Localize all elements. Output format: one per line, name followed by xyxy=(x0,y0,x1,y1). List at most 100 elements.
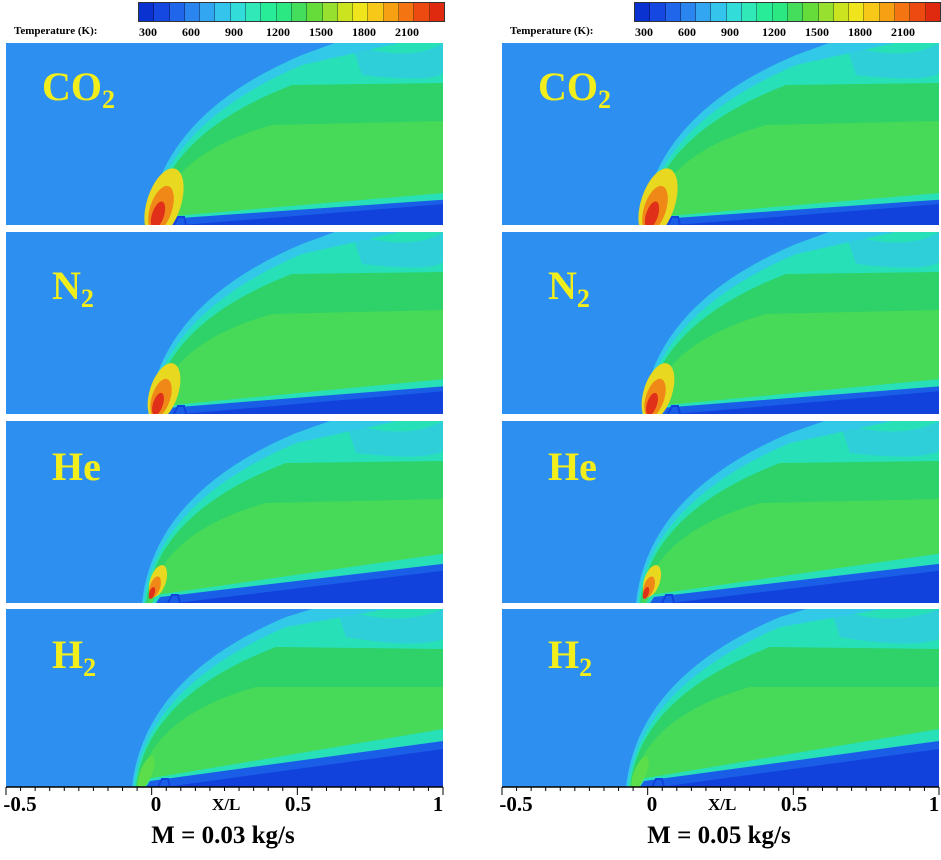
x-tick-label: 0 xyxy=(150,792,162,816)
hot-spot-outer xyxy=(631,756,649,787)
colorbar-swatch xyxy=(650,3,666,21)
colorbar-swatch xyxy=(429,3,444,21)
column-right: Temperature (K): 300 600 900 1200 1500 1800 21… xyxy=(496,0,941,860)
colorbar-swatch xyxy=(635,3,651,21)
gas-name: N xyxy=(52,263,81,308)
panel-h2: H2 xyxy=(502,609,939,787)
gas-label: He xyxy=(548,447,597,493)
colorbar-strip xyxy=(138,2,445,22)
colorbar-swatch xyxy=(399,3,415,21)
upper-plume xyxy=(846,232,939,268)
colorbar-swatch xyxy=(307,3,323,21)
injector-step xyxy=(667,216,681,225)
colorbar-tick-label: 900 xyxy=(721,25,739,39)
gas-label: N2 xyxy=(52,266,94,312)
x-tick-label: -0.5 xyxy=(499,792,533,816)
colorbar-strip xyxy=(634,2,941,22)
colorbar-swatch xyxy=(696,3,712,21)
colorbar-tick-label: 600 xyxy=(182,25,200,39)
colorbar-swatch xyxy=(726,3,743,21)
gas-name: He xyxy=(548,444,597,489)
gas-label: CO2 xyxy=(42,67,115,113)
x-axis-label: X/L xyxy=(212,795,241,814)
gas-label: CO2 xyxy=(538,67,611,113)
case-label: M = 0.03 kg/s xyxy=(151,822,295,849)
temperature-field xyxy=(502,609,939,787)
colorbar-tick-label: 1500 xyxy=(805,25,829,39)
upper-plume xyxy=(346,421,443,457)
colorbar-swatch xyxy=(833,3,850,21)
x-tick-label: -0.5 xyxy=(3,792,37,816)
gas-name: H xyxy=(52,632,84,677)
colorbar-swatch xyxy=(925,3,940,21)
temperature-field xyxy=(502,43,939,225)
upper-plume xyxy=(352,232,443,268)
gas-label: H2 xyxy=(548,635,592,681)
colorbar-swatch xyxy=(864,3,880,21)
panel-he: He xyxy=(6,421,443,603)
colorbar-swatch xyxy=(169,3,185,21)
coolant-core xyxy=(182,204,443,225)
upper-plume xyxy=(846,43,939,79)
shock-layer-inner xyxy=(154,121,443,225)
colorbar-swatch xyxy=(215,3,231,21)
gas-name: N xyxy=(548,263,577,308)
colorbar-swatch xyxy=(322,3,338,21)
panel-co2: CO2 xyxy=(502,43,939,225)
gas-name: He xyxy=(52,444,101,489)
colorbar-swatch xyxy=(895,3,911,21)
colorbar-swatch xyxy=(337,3,354,21)
temperature-field xyxy=(502,232,939,414)
gas-name: H xyxy=(548,632,580,677)
colorbar-swatch xyxy=(261,3,277,21)
coolant-core xyxy=(660,749,939,787)
colorbar-tick-label: 1800 xyxy=(848,25,872,39)
x-tick-label: 1 xyxy=(928,792,940,816)
colorbar-swatch xyxy=(879,3,896,21)
x-axis-label: X/L xyxy=(708,795,737,814)
gas-subscript: 2 xyxy=(598,85,611,114)
colorbar-swatch xyxy=(910,3,926,21)
hot-spot-outer xyxy=(137,756,155,787)
colorbar-swatch xyxy=(803,3,819,21)
column-left: Temperature (K): 300 600 900 1200 1500 1800 21… xyxy=(0,0,445,860)
colorbar-tick-label: 2100 xyxy=(395,25,419,39)
colorbar-tick-label: 300 xyxy=(635,25,653,39)
case-label: M = 0.05 kg/s xyxy=(647,822,791,849)
temperature-field xyxy=(6,43,443,225)
colorbar-swatch xyxy=(230,3,247,21)
temperature-field xyxy=(502,421,939,603)
colorbar-swatch xyxy=(818,3,834,21)
upper-plume xyxy=(336,609,443,644)
injector-step xyxy=(167,594,181,603)
colorbar-swatch xyxy=(757,3,773,21)
colorbar-tick-label: 1200 xyxy=(762,25,786,39)
gas-subscript: 2 xyxy=(80,284,94,313)
gas-label: N2 xyxy=(548,266,590,312)
colorbar-swatch xyxy=(383,3,400,21)
gas-label: He xyxy=(52,447,101,493)
x-axis xyxy=(5,786,444,795)
colorbar-tick-label: 300 xyxy=(139,25,157,39)
gas-label: H2 xyxy=(52,635,96,681)
gas-subscript: 2 xyxy=(102,85,115,114)
injector-step xyxy=(661,594,675,603)
colorbar: Temperature (K): 300 600 900 1200 1500 1800 21… xyxy=(496,0,941,44)
colorbar-title: Temperature (K): xyxy=(14,25,98,37)
panel-n2: N2 xyxy=(6,232,443,414)
colorbar: Temperature (K): 300 600 900 1200 1500 1800 21… xyxy=(0,0,445,44)
x-tick-label: 0 xyxy=(646,792,658,816)
injector-step xyxy=(667,405,681,414)
temperature-field xyxy=(6,421,443,603)
coolant-core xyxy=(166,749,443,787)
hot-spot-core xyxy=(152,392,164,414)
hot-spot-core xyxy=(642,587,650,599)
x-tick-label: 0.5 xyxy=(780,792,808,816)
upper-plume xyxy=(830,609,939,644)
colorbar-tick-label: 900 xyxy=(225,25,243,39)
colorbar-swatch xyxy=(200,3,216,21)
colorbar-swatch xyxy=(711,3,727,21)
panel-h2: H2 xyxy=(6,609,443,787)
colorbar-title: Temperature (K): xyxy=(510,25,594,37)
colorbar-swatch xyxy=(742,3,758,21)
